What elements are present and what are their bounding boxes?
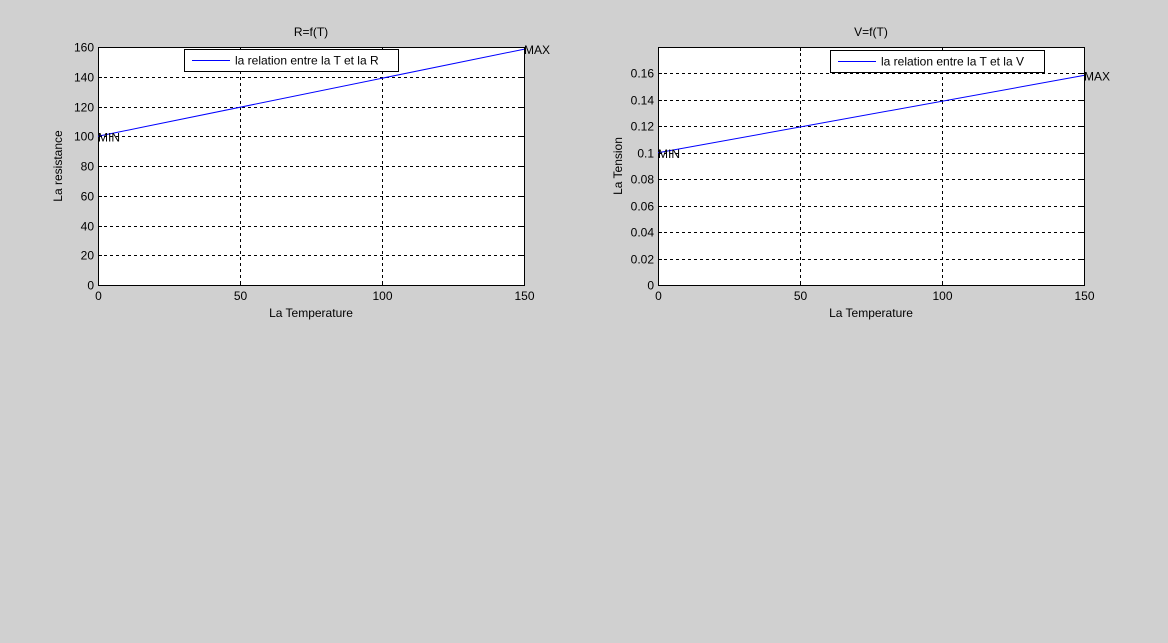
y-tick-label: 40	[81, 220, 95, 234]
x-tick-label: 150	[514, 289, 534, 303]
legend-label: la relation entre la T et la R	[235, 54, 379, 68]
annotation-max: MAX	[524, 43, 550, 57]
x-tick-label: 150	[1074, 289, 1094, 303]
x-axis-label: La Temperature	[269, 306, 353, 320]
x-tick-label: 50	[234, 289, 248, 303]
chart-title: V=f(T)	[854, 25, 888, 39]
legend-label: la relation entre la T et la V	[881, 55, 1024, 69]
y-tick-label: 0.1	[637, 147, 654, 161]
chart-title: R=f(T)	[294, 25, 328, 39]
x-tick-label: 0	[95, 289, 102, 303]
y-tick-label: 140	[74, 71, 94, 85]
chart-2: 0 0.02 0.04 0.06 0.08 0.1 0.12 0.14 0.16 0 50 100 15…	[611, 25, 1110, 320]
y-axis-label: La Tension	[611, 137, 625, 195]
legend: la relation entre la T et la V	[830, 50, 1045, 73]
y-tick-label: 100	[74, 130, 94, 144]
x-tick-label: 100	[372, 289, 392, 303]
y-axis-label: La resistance	[51, 130, 65, 202]
y-tick-label: 160	[74, 41, 94, 55]
annotation-min: MIN	[658, 147, 680, 161]
annotation-max: MAX	[1084, 69, 1110, 83]
axes-frame	[658, 47, 1085, 286]
y-tick-label: 0.04	[631, 226, 655, 240]
series-line	[657, 74, 1085, 154]
y-tick-label: 80	[81, 160, 95, 174]
chart-1: 0 20 40 60 80 100 120 140 160 0 50 100 150 MIN MAX R=f(…	[51, 25, 550, 320]
legend: la relation entre la T et la R	[184, 49, 399, 72]
y-tick-label: 60	[81, 190, 95, 204]
x-axis-label: La Temperature	[829, 306, 913, 320]
x-tick-label: 50	[794, 289, 808, 303]
y-tick-label: 120	[74, 101, 94, 115]
plot-area	[658, 47, 1084, 285]
series-line	[97, 48, 525, 137]
y-tick-label: 0.14	[631, 94, 655, 108]
y-tick-label: 20	[81, 249, 95, 263]
y-tick-label: 0.06	[631, 200, 655, 214]
x-tick-label: 100	[932, 289, 952, 303]
legend-box	[184, 49, 399, 72]
y-tick-label: 0.16	[631, 67, 655, 81]
legend-box	[830, 50, 1045, 73]
y-tick-label: 0.02	[631, 253, 655, 267]
annotation-min: MIN	[98, 130, 120, 144]
y-tick-label: 0.12	[631, 120, 655, 134]
y-tick-label: 0	[647, 279, 654, 293]
y-tick-label: 0.08	[631, 173, 655, 187]
y-tick-label: 0	[87, 279, 94, 293]
x-tick-label: 0	[655, 289, 662, 303]
